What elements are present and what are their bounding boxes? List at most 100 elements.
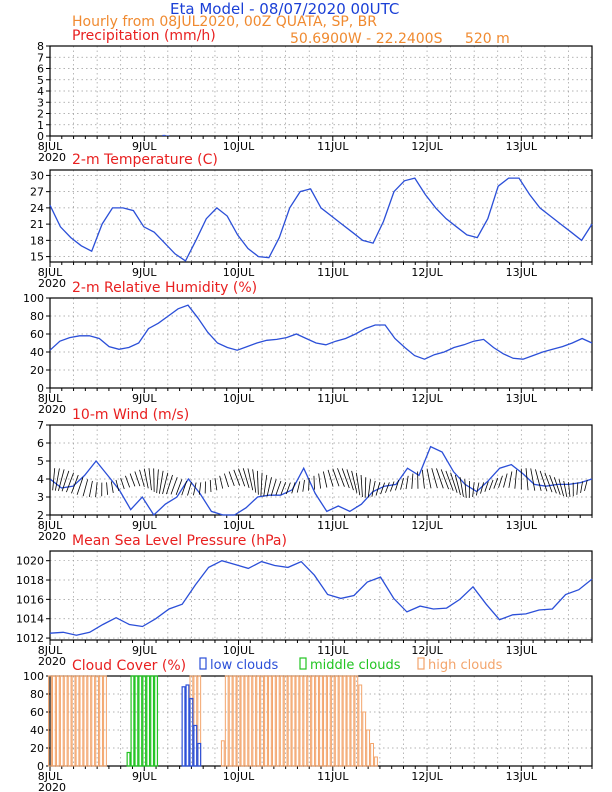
- wind-arrow: [296, 481, 301, 493]
- x-tick-label: 8JUL: [38, 140, 63, 153]
- wind-arrow: [95, 482, 98, 498]
- x-tick-label: 11JUL: [317, 519, 349, 532]
- x-tick-label: 9JUL: [132, 392, 157, 405]
- high-cloud-bar: [334, 675, 339, 767]
- panel-title: Mean Sea Level Pressure (hPa): [72, 533, 287, 549]
- x-tick-label: 10JUL: [223, 392, 255, 405]
- y-tick-label: 40: [30, 724, 44, 737]
- y-tick-label: 4: [37, 473, 44, 486]
- x-tick-label: 9JUL: [132, 770, 157, 783]
- low-cloud-bar: [197, 742, 202, 767]
- y-tick-label: 5: [37, 455, 44, 468]
- x-tick-label: 9JUL: [132, 140, 157, 153]
- high-cloud-bar: [271, 675, 276, 767]
- y-tick-label: 6: [37, 63, 44, 76]
- precip-bar: [166, 135, 170, 136]
- panel-title: 2-m Relative Humidity (%): [72, 280, 257, 296]
- y-tick-label: 0: [37, 760, 44, 773]
- wind-arrow: [405, 475, 409, 490]
- wind-arrow: [61, 470, 70, 492]
- x-tick-label: 12JUL: [411, 519, 443, 532]
- panel-4: 2 3 4 5 6 7 8JUL 9JUL 10JUL 11JUL 12JUL 13JUL 2020 10…: [37, 407, 593, 543]
- wind-arrow: [291, 482, 296, 494]
- wind-arrow: [426, 468, 432, 489]
- high-cloud-bar: [252, 675, 257, 767]
- wind-arrow: [214, 477, 218, 491]
- panel-title: Precipitation (mm/h): [72, 28, 216, 44]
- wind-arrow: [514, 469, 517, 489]
- legend-swatch: [199, 657, 207, 670]
- high-cloud-bar: [275, 675, 280, 767]
- y-tick-label: 0: [37, 382, 44, 395]
- wind-arrow: [318, 473, 322, 489]
- high-cloud-bar: [326, 675, 331, 767]
- wind-arrow: [327, 469, 334, 487]
- y-tick-label: 1012: [16, 632, 44, 645]
- high-cloud-bar: [248, 675, 253, 767]
- wind-arrow: [503, 473, 508, 488]
- x-tick-label: 8JUL: [38, 770, 63, 783]
- high-cloud-bar: [75, 675, 80, 767]
- wind-arrow: [385, 482, 390, 493]
- series-line: [49, 304, 593, 360]
- wind-arrow: [544, 472, 553, 493]
- wind-arrow: [364, 477, 367, 498]
- high-cloud-bar: [370, 743, 374, 767]
- wind-arrow: [71, 474, 79, 494]
- wind-arrow: [493, 477, 499, 489]
- wind-arrow: [371, 480, 376, 497]
- wind-arrow: [346, 469, 354, 491]
- wind-arrow: [484, 481, 489, 492]
- x-tick-label: 12JUL: [411, 770, 443, 783]
- y-tick-label: 7: [37, 419, 44, 432]
- x-tick-label: 13JUL: [506, 770, 538, 783]
- wind-arrow: [380, 482, 386, 495]
- x-tick-label: 13JUL: [506, 140, 538, 153]
- wind-arrow: [224, 473, 229, 488]
- y-tick-label: 7: [37, 51, 44, 64]
- wind-arrow: [308, 477, 310, 491]
- wind-arrow: [480, 482, 484, 494]
- wind-arrow: [530, 468, 536, 491]
- year-label: 2020: [38, 530, 66, 543]
- wind-arrow: [563, 480, 568, 497]
- x-tick-label: 8JUL: [38, 519, 63, 532]
- wind-arrow: [148, 468, 152, 491]
- year-label: 2020: [38, 151, 66, 164]
- middle-cloud-bar: [146, 675, 151, 767]
- wind-arrow: [400, 477, 404, 490]
- wind-arrow: [252, 469, 257, 493]
- y-tick-label: 30: [30, 169, 44, 182]
- wind-arrow: [553, 477, 561, 495]
- x-tick-label: 9JUL: [132, 519, 157, 532]
- wind-arrow: [375, 481, 381, 496]
- wind-arrow: [488, 479, 494, 491]
- wind-arrow: [139, 469, 145, 487]
- wind-arrow: [263, 474, 268, 497]
- year-label: 2020: [38, 655, 66, 668]
- wind-arrow: [313, 475, 315, 490]
- high-cloud-bar: [79, 675, 84, 767]
- wind-arrow: [355, 472, 361, 496]
- wind-arrow: [187, 481, 192, 496]
- high-cloud-bar: [103, 675, 107, 767]
- y-tick-label: 0: [37, 130, 44, 143]
- wind-arrow: [584, 479, 588, 492]
- wind-arrow: [156, 469, 159, 494]
- high-cloud-bar: [48, 675, 52, 767]
- high-cloud-bar: [374, 756, 378, 767]
- wind-arrow: [256, 470, 259, 495]
- y-tick-label: 100: [23, 670, 44, 683]
- panel-3: 0 20 40 60 80 100 8JUL 9JUL 10JUL 11JUL 12JUL 13JUL…: [23, 280, 593, 416]
- y-tick-label: 4: [37, 85, 44, 98]
- high-cloud-bar: [99, 675, 103, 767]
- wind-arrow: [337, 468, 345, 487]
- x-tick-label: 10JUL: [223, 140, 255, 153]
- wind-arrow: [539, 470, 548, 492]
- wind-arrow: [440, 469, 449, 490]
- legend-label: high clouds: [428, 658, 503, 673]
- wind-arrow: [322, 471, 328, 488]
- x-tick-label: 10JUL: [223, 519, 255, 532]
- legend: low clouds middle clouds high clouds: [199, 657, 503, 673]
